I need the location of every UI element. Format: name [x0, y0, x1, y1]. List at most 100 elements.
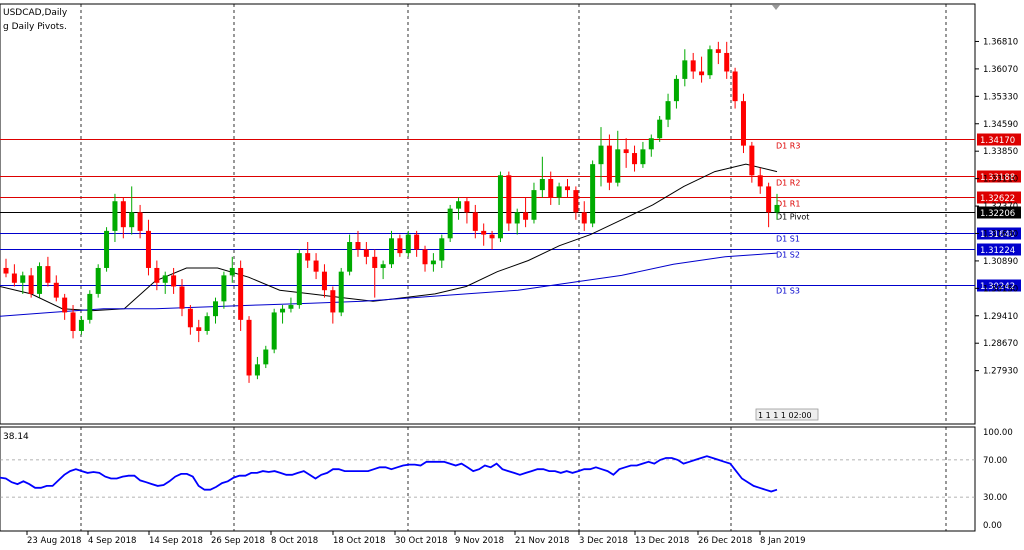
oscillator-line — [0, 455, 778, 493]
time-axis: 23 Aug 2018 4 Sep 2018 14 Sep 2018 26 Sep 2… — [26, 531, 806, 546]
candle-body — [573, 190, 579, 213]
time-badge: 1 1 1 1 02:00 — [755, 408, 819, 421]
moving-averages — [0, 163, 778, 317]
sub-plot-frame — [0, 426, 976, 532]
time-tick-label: 4 Sep 2018 — [88, 536, 136, 546]
oscillator-series — [0, 455, 778, 493]
candle-body — [380, 264, 386, 268]
candle-body — [690, 60, 696, 72]
time-tick-label: 18 Oct 2018 — [333, 536, 386, 546]
candle-body — [221, 275, 227, 302]
candle-body — [606, 145, 612, 183]
candle-body — [766, 186, 772, 213]
candle-body — [472, 212, 478, 231]
candle-body — [313, 260, 319, 272]
oscillator-tick-label: 70.00 — [983, 456, 1007, 466]
candle-body — [20, 275, 26, 283]
candle-body — [37, 266, 43, 294]
candle-body — [732, 71, 738, 102]
oscillator-axis: 100.00 70.00 30.00 0.00 — [983, 428, 1013, 531]
candle-body — [305, 253, 311, 261]
candle-body — [531, 190, 537, 220]
candle-body — [422, 249, 428, 265]
oscillator-value-label: 38.14 — [3, 432, 29, 442]
candle-body — [514, 212, 520, 224]
time-tick-label: 30 Oct 2018 — [395, 536, 448, 546]
candle-body — [355, 242, 361, 250]
candle-body — [506, 175, 512, 224]
candle-body — [389, 238, 394, 265]
price-tick-label: 1.36810 — [983, 37, 1018, 47]
candle-body — [715, 49, 721, 53]
pivot-name-label: D1 S3 — [776, 287, 800, 296]
vertical-grid — [80, 4, 947, 531]
price-tick-label: 1.28670 — [983, 339, 1018, 349]
candle-body — [724, 52, 730, 72]
candle-body — [45, 266, 51, 283]
candle-body — [539, 178, 545, 191]
price-axis: 1.36810 1.36070 1.35330 1.34590 1.33850 1.331… — [975, 37, 1018, 377]
oscillator-tick-label: 100.00 — [983, 428, 1013, 438]
candle-body — [581, 212, 587, 224]
candle-body — [87, 293, 93, 320]
candle-body — [673, 78, 679, 102]
candle-body — [564, 186, 570, 191]
pivot-lines: D1 R3 1.34170 D1 R2 1.33188 D1 R1 1.32622 D1 P… — [0, 133, 1021, 296]
pivot-name-label: D1 R2 — [776, 179, 800, 188]
time-tick-label: 21 Nov 2018 — [515, 536, 569, 546]
pivot-price-tag — [977, 170, 1021, 183]
candle-body — [95, 267, 101, 294]
candle-body — [229, 267, 235, 276]
pivot-name-label: D1 S1 — [776, 235, 800, 244]
time-tick-label: 23 Aug 2018 — [27, 536, 81, 546]
price-tick-label: 1.35330 — [983, 92, 1018, 102]
price-tick-label: 1.33110 — [983, 175, 1018, 185]
candle-body — [53, 282, 59, 298]
candle-body — [171, 275, 177, 287]
candle-body — [464, 201, 470, 213]
candle-body — [648, 138, 654, 150]
price-tick-label: 1.29410 — [983, 312, 1018, 322]
pivot-price-tag — [977, 279, 1021, 292]
pivot-price-label: 1.30242 — [980, 282, 1015, 292]
candle-body — [682, 60, 688, 79]
price-tick-label: 1.36070 — [983, 65, 1018, 75]
candle-body — [104, 230, 110, 268]
indicator-label: g Daily Pivots. — [3, 22, 67, 32]
candle-body — [598, 145, 604, 165]
oscillator-levels — [0, 459, 975, 498]
candle-body — [246, 319, 252, 376]
candle-body — [120, 201, 126, 228]
price-tick-label: 1.30150 — [983, 284, 1018, 294]
pivot-price-label: 1.31640 — [980, 230, 1015, 240]
pivot-price-tag — [977, 206, 1021, 219]
candle-body — [162, 275, 168, 283]
shift-marker-icon[interactable] — [772, 5, 780, 10]
candle-body — [757, 175, 763, 187]
candle-body — [145, 230, 151, 268]
candle-body — [271, 312, 277, 350]
candle-body — [623, 149, 629, 154]
pivot-price-label: 1.32622 — [980, 194, 1015, 204]
pivot-price-tag — [977, 133, 1021, 146]
ma-fast-line — [0, 163, 778, 312]
candle-body — [489, 234, 495, 239]
candle-body — [137, 212, 143, 231]
candle-body — [397, 238, 403, 254]
candle-body — [556, 186, 562, 198]
price-tick-label: 1.27930 — [983, 367, 1018, 377]
price-tick-label: 1.32370 — [983, 202, 1018, 212]
price-tick-label: 1.30890 — [983, 257, 1018, 267]
candle-body — [179, 286, 185, 309]
candle-body — [238, 267, 244, 320]
candle-body — [497, 175, 503, 239]
time-tick-label: 3 Dec 2018 — [579, 536, 628, 546]
candle-body — [28, 275, 34, 294]
candle-body — [204, 316, 210, 331]
candle-body — [296, 253, 302, 306]
candle-body — [254, 364, 260, 376]
candle-body — [372, 256, 378, 268]
pivot-price-label: 1.31224 — [980, 246, 1015, 256]
candle-body — [590, 164, 596, 224]
